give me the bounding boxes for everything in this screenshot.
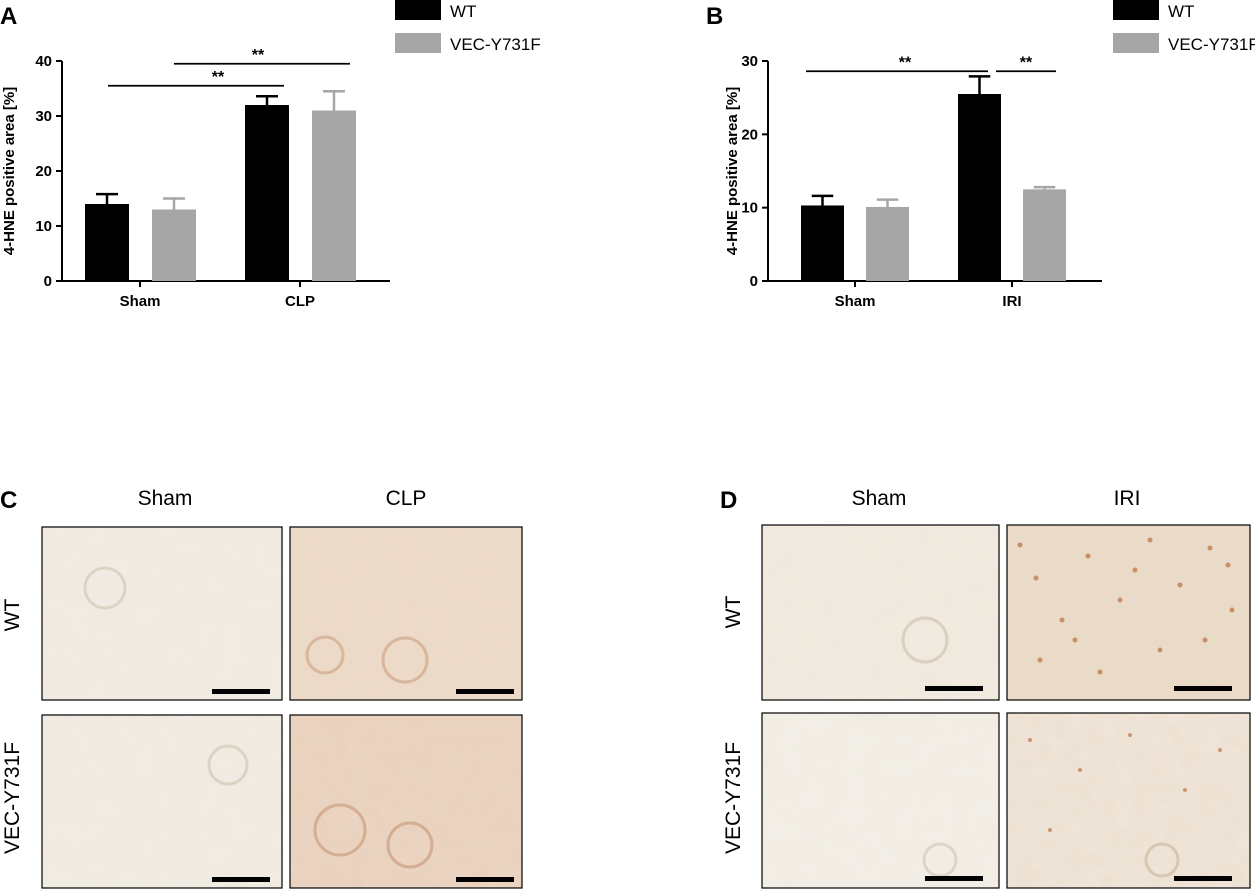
- micro-row-label: VEC-Y731F: [722, 742, 745, 854]
- stain-dots: [1028, 733, 1222, 832]
- bar: [1023, 189, 1066, 281]
- significance-label: **: [212, 69, 225, 86]
- legend-swatch-vec: [1113, 33, 1159, 53]
- scale-bar: [212, 877, 270, 882]
- micrograph-tile: [761, 524, 1000, 701]
- micro-row-label: WT: [722, 596, 745, 629]
- y-tick-label: 40: [35, 53, 52, 70]
- y-tick-label: 10: [741, 200, 758, 217]
- micro-col-label: CLP: [386, 487, 427, 510]
- micrograph-panel-d: Sham IRI WT VEC-Y731F: [722, 487, 1251, 889]
- bar: [312, 110, 356, 281]
- bar: [152, 209, 196, 281]
- panel-letter-a: A: [0, 3, 17, 30]
- bar: [245, 105, 289, 281]
- bar: [85, 204, 129, 281]
- scale-bar: [456, 689, 514, 694]
- scale-bar: [212, 689, 270, 694]
- micro-col-label: Sham: [852, 487, 907, 510]
- y-tick-label: 20: [741, 126, 758, 143]
- legend-label-wt: WT: [450, 2, 476, 21]
- micrograph-tile: [761, 712, 1000, 889]
- y-tick-label: 0: [750, 273, 758, 290]
- micro-row-label: WT: [1, 599, 24, 632]
- micro-row-label: VEC-Y731F: [1, 742, 24, 854]
- y-tick-label: 20: [35, 163, 52, 180]
- micrograph-tile: [1006, 712, 1251, 889]
- legend-label-wt: WT: [1168, 2, 1194, 21]
- stain-dots: [1017, 537, 1235, 675]
- micrograph-tile: [41, 714, 283, 889]
- scale-bar: [456, 877, 514, 882]
- y-tick-label: 10: [35, 218, 52, 235]
- bar: [958, 94, 1001, 281]
- legend-label-vec: VEC-Y731F: [1168, 35, 1255, 54]
- y-axis-label: 4-HNE positive area [%]: [724, 87, 741, 255]
- category-label: IRI: [1002, 293, 1021, 310]
- y-tick-label: 0: [44, 273, 52, 290]
- y-tick-label: 30: [741, 53, 758, 70]
- bar-chart-a: 0 10 20 30 40 4-HNE positive area [%] Sham CLP *…: [1, 47, 390, 310]
- micrograph-tile: [289, 714, 523, 889]
- micrograph-panel-c: Sham CLP WT VEC-Y731F: [1, 487, 523, 889]
- significance-label: **: [1020, 54, 1033, 71]
- category-label: Sham: [120, 293, 161, 310]
- scale-bar: [1174, 876, 1232, 881]
- legend-a: WT VEC-Y731F: [395, 0, 541, 54]
- micro-col-label: IRI: [1114, 487, 1141, 510]
- scale-bar: [925, 686, 983, 691]
- panel-letter-b: B: [706, 3, 723, 30]
- bar-chart-b: 0 10 20 304-HNE positive area [%] Sham IRI ** *…: [724, 53, 1102, 310]
- scale-bar: [925, 876, 983, 881]
- panel-letter-c: C: [0, 487, 17, 514]
- micrograph-tile: [289, 526, 523, 701]
- category-label: CLP: [285, 293, 315, 310]
- legend-swatch-wt: [1113, 0, 1159, 20]
- micrograph-tile: [1006, 524, 1251, 701]
- bar: [801, 205, 844, 281]
- y-tick-label: 30: [35, 108, 52, 125]
- legend-swatch-vec: [395, 33, 441, 53]
- panel-letter-d: D: [720, 487, 737, 514]
- legend-swatch-wt: [395, 0, 441, 20]
- legend-label-vec: VEC-Y731F: [450, 35, 541, 54]
- y-axis-label: 4-HNE positive area [%]: [1, 87, 18, 255]
- scale-bar: [1174, 686, 1232, 691]
- significance-label: **: [899, 54, 912, 71]
- micro-col-label: Sham: [138, 487, 193, 510]
- bar: [866, 206, 909, 281]
- micrograph-tile: [41, 526, 283, 701]
- significance-label: **: [252, 47, 265, 64]
- legend-b: WT VEC-Y731F: [1113, 0, 1255, 54]
- category-label: Sham: [835, 293, 876, 310]
